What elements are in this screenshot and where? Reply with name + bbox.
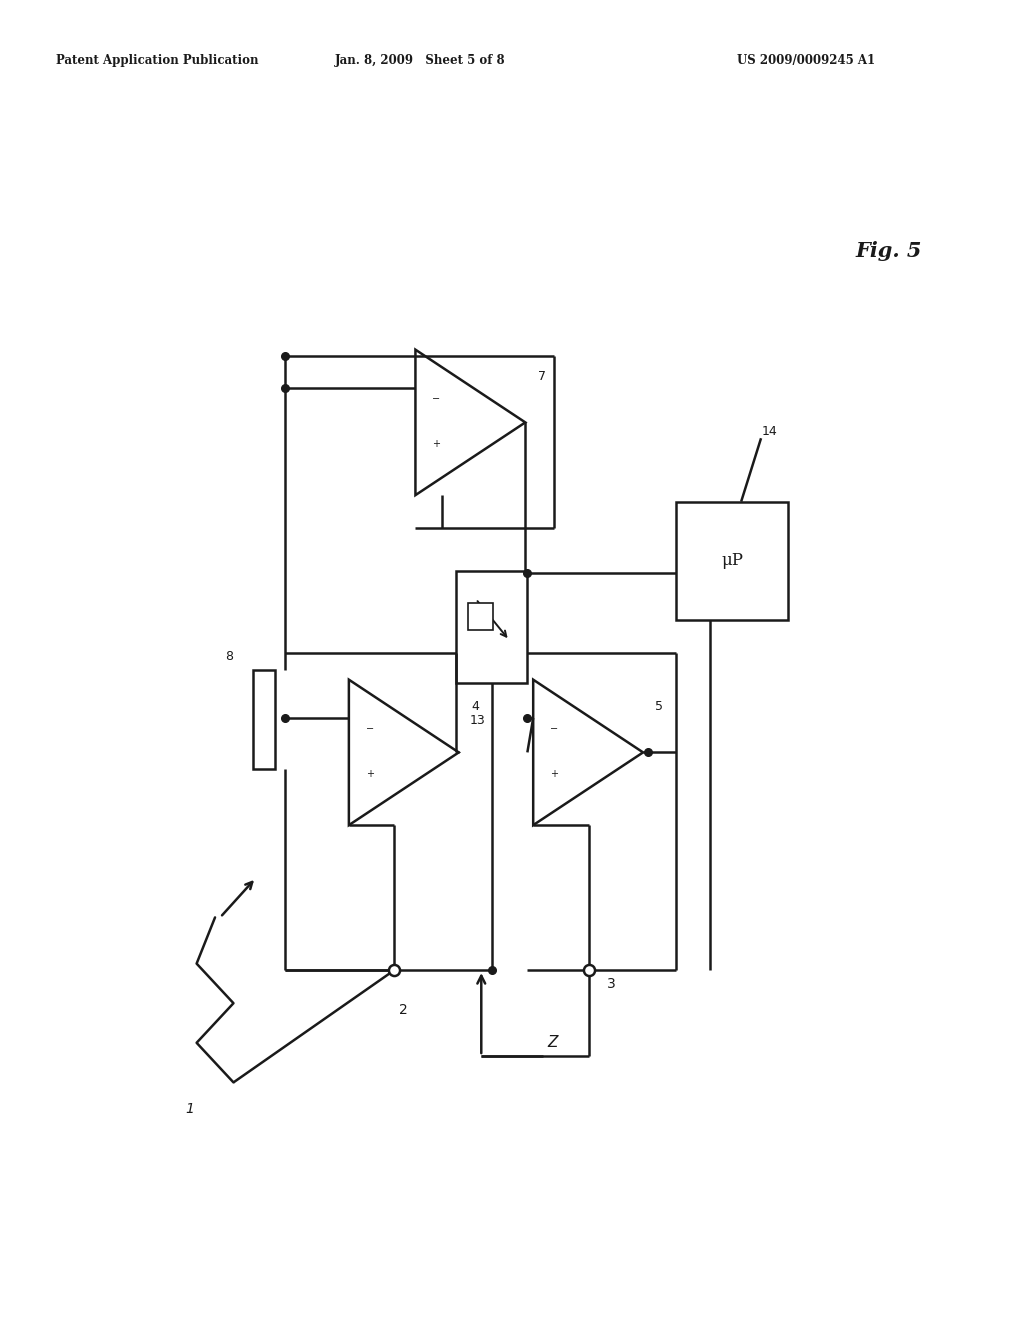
Text: 4: 4 [471,700,479,713]
Text: Patent Application Publication: Patent Application Publication [56,54,259,67]
Text: +: + [366,768,374,779]
Bar [253,671,275,768]
Text: Z: Z [548,1035,558,1051]
Text: −: − [366,725,374,734]
Bar [676,502,788,620]
Text: 5: 5 [655,700,664,713]
Bar [456,570,527,682]
Text: −: − [550,725,558,734]
Text: +: + [432,438,440,449]
Text: 3: 3 [607,977,616,991]
Text: −: − [432,395,440,404]
Text: Jan. 8, 2009   Sheet 5 of 8: Jan. 8, 2009 Sheet 5 of 8 [335,54,505,67]
Text: 14: 14 [762,425,778,438]
Text: US 2009/0009245 A1: US 2009/0009245 A1 [737,54,876,67]
Text: 2: 2 [399,1003,409,1018]
Text: 1: 1 [185,1102,194,1117]
Text: Fig. 5: Fig. 5 [855,240,922,261]
Text: 13: 13 [470,714,485,726]
Bar [468,603,494,630]
Text: 8: 8 [225,651,233,663]
Text: +: + [550,768,558,779]
Text: 7: 7 [538,370,546,383]
Text: μP: μP [721,553,743,569]
